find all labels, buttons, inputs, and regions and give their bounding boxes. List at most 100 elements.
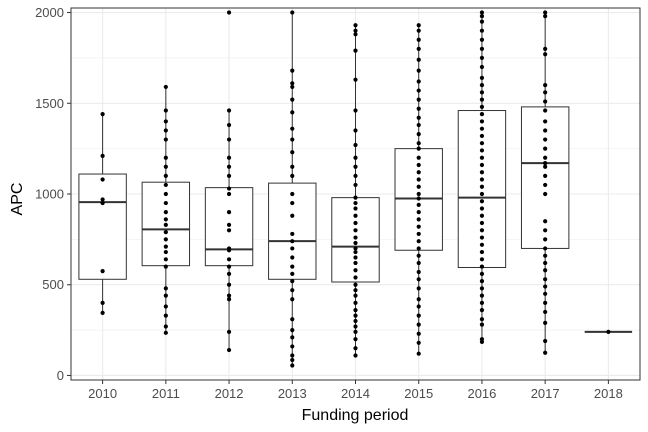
data-point: [479, 271, 485, 276]
data-point: [353, 346, 358, 351]
data-point: [479, 177, 485, 182]
box-2010: [78, 114, 127, 313]
data-point: [226, 347, 232, 353]
data-point: [416, 79, 421, 84]
data-point: [226, 271, 232, 276]
y-tick-label: 1500: [35, 96, 64, 111]
data-point: [416, 253, 421, 258]
data-point: [479, 28, 485, 33]
data-point: [543, 284, 548, 289]
data-point: [353, 353, 358, 358]
data-point: [479, 235, 485, 240]
data-point: [479, 10, 485, 15]
data-point: [163, 249, 168, 255]
data-point: [353, 142, 358, 148]
data-point: [543, 291, 548, 296]
data-point: [100, 177, 105, 182]
data-point: [353, 255, 358, 260]
box-iqr: [204, 187, 254, 267]
data-point: [479, 112, 485, 117]
data-point: [543, 161, 548, 166]
data-point: [479, 55, 485, 61]
data-point: [479, 199, 485, 204]
data-point: [353, 337, 358, 342]
data-point: [543, 300, 548, 305]
data-point: [290, 255, 295, 260]
data-point: [163, 330, 168, 335]
data-point: [226, 137, 232, 142]
y-tick-label: 1000: [35, 187, 64, 202]
data-point: [226, 297, 232, 302]
data-point: [479, 162, 485, 168]
data-point: [416, 162, 421, 168]
data-point: [100, 310, 105, 315]
data-point: [163, 200, 168, 206]
data-point: [479, 191, 485, 197]
data-point: [353, 28, 358, 33]
data-point: [353, 282, 358, 287]
data-point: [163, 313, 168, 318]
data-point: [163, 244, 168, 249]
y-tick-label: 0: [57, 368, 64, 383]
data-point: [606, 329, 611, 335]
data-point: [479, 14, 485, 19]
data-point: [416, 191, 421, 197]
y-tick-label: 500: [42, 277, 64, 292]
data-point: [479, 64, 485, 70]
data-point: [416, 115, 421, 120]
data-point: [479, 249, 485, 255]
data-point: [163, 230, 168, 235]
data-point: [353, 220, 358, 226]
x-tick-label: 2012: [215, 386, 244, 401]
data-point: [290, 173, 295, 178]
data-point: [479, 37, 485, 42]
data-point: [226, 155, 232, 160]
data-point: [226, 329, 232, 335]
data-point: [543, 83, 548, 88]
data-point: [163, 264, 168, 269]
data-point: [290, 110, 295, 115]
data-point: [290, 239, 295, 244]
data-point: [479, 322, 485, 327]
data-point: [353, 228, 358, 233]
data-point: [543, 128, 548, 133]
data-point: [543, 10, 548, 15]
data-point: [543, 260, 548, 266]
data-point: [479, 308, 485, 313]
data-point: [416, 132, 421, 137]
data-point: [100, 300, 105, 305]
data-point: [290, 357, 295, 363]
data-point: [416, 184, 421, 189]
data-point: [290, 327, 295, 333]
data-point: [543, 320, 548, 325]
data-point: [543, 191, 548, 197]
box-iqr: [78, 173, 127, 280]
data-point: [290, 231, 295, 237]
data-point: [290, 288, 295, 293]
data-points: [100, 10, 611, 368]
data-point: [353, 300, 358, 305]
data-point: [543, 137, 548, 142]
data-point: [163, 173, 168, 178]
x-axis-ticks: 2010 2011 2012 2013 2014 2015 2016 2017 2018: [88, 380, 623, 401]
data-point: [479, 126, 485, 131]
data-point: [543, 52, 548, 57]
data-point: [353, 313, 358, 318]
data-point: [290, 279, 295, 284]
data-point: [290, 297, 295, 302]
data-point: [543, 309, 548, 315]
data-point: [416, 146, 421, 151]
data-point: [353, 32, 358, 37]
data-point: [543, 350, 548, 355]
data-point: [479, 170, 485, 175]
data-point: [100, 197, 105, 202]
x-tick-label: 2016: [467, 386, 496, 401]
data-point: [290, 363, 295, 368]
data-point: [479, 46, 485, 51]
data-point: [416, 351, 421, 356]
data-point: [479, 19, 485, 24]
data-point: [353, 324, 358, 329]
data-point: [290, 150, 295, 155]
data-point: [290, 246, 295, 251]
data-point: [543, 164, 548, 169]
